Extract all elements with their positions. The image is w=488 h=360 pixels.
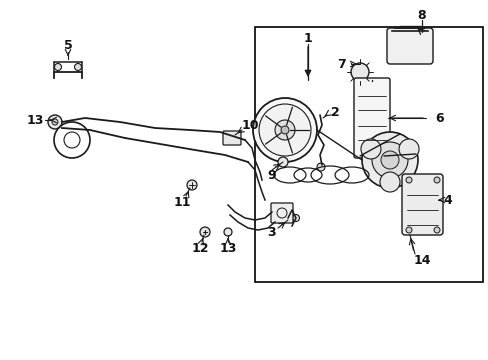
- FancyBboxPatch shape: [386, 28, 432, 64]
- Circle shape: [224, 228, 231, 236]
- Text: 10: 10: [241, 118, 258, 131]
- Circle shape: [284, 215, 291, 221]
- Circle shape: [252, 98, 316, 162]
- FancyBboxPatch shape: [223, 131, 241, 145]
- Circle shape: [259, 104, 310, 156]
- Circle shape: [274, 120, 294, 140]
- Circle shape: [405, 177, 411, 183]
- Text: 3: 3: [267, 225, 276, 239]
- Text: 13: 13: [219, 242, 236, 255]
- Text: 11: 11: [173, 195, 190, 208]
- Text: 2: 2: [330, 105, 339, 118]
- Circle shape: [433, 227, 439, 233]
- Circle shape: [380, 151, 398, 169]
- Text: 7: 7: [337, 58, 346, 71]
- Circle shape: [74, 63, 81, 71]
- Text: 5: 5: [63, 39, 72, 51]
- Circle shape: [350, 63, 368, 81]
- Circle shape: [278, 157, 287, 167]
- Circle shape: [405, 227, 411, 233]
- Text: 6: 6: [435, 112, 444, 125]
- Circle shape: [48, 115, 62, 129]
- Circle shape: [316, 163, 325, 171]
- Circle shape: [292, 215, 299, 221]
- FancyBboxPatch shape: [353, 78, 389, 158]
- FancyBboxPatch shape: [401, 174, 442, 235]
- Text: 13: 13: [26, 113, 43, 126]
- Text: 4: 4: [443, 194, 451, 207]
- Circle shape: [433, 177, 439, 183]
- Text: 9: 9: [267, 168, 276, 181]
- Circle shape: [379, 172, 399, 192]
- Circle shape: [398, 139, 418, 159]
- Circle shape: [186, 180, 197, 190]
- Text: 8: 8: [417, 9, 426, 22]
- Circle shape: [281, 126, 288, 134]
- Circle shape: [361, 132, 417, 188]
- Circle shape: [54, 63, 61, 71]
- Circle shape: [371, 142, 407, 178]
- Circle shape: [360, 139, 380, 159]
- Bar: [254, 27, 482, 282]
- Circle shape: [52, 119, 58, 125]
- Text: 12: 12: [191, 242, 208, 255]
- Circle shape: [200, 227, 209, 237]
- Text: 1: 1: [303, 31, 312, 45]
- FancyBboxPatch shape: [270, 203, 292, 223]
- Text: 14: 14: [412, 253, 430, 266]
